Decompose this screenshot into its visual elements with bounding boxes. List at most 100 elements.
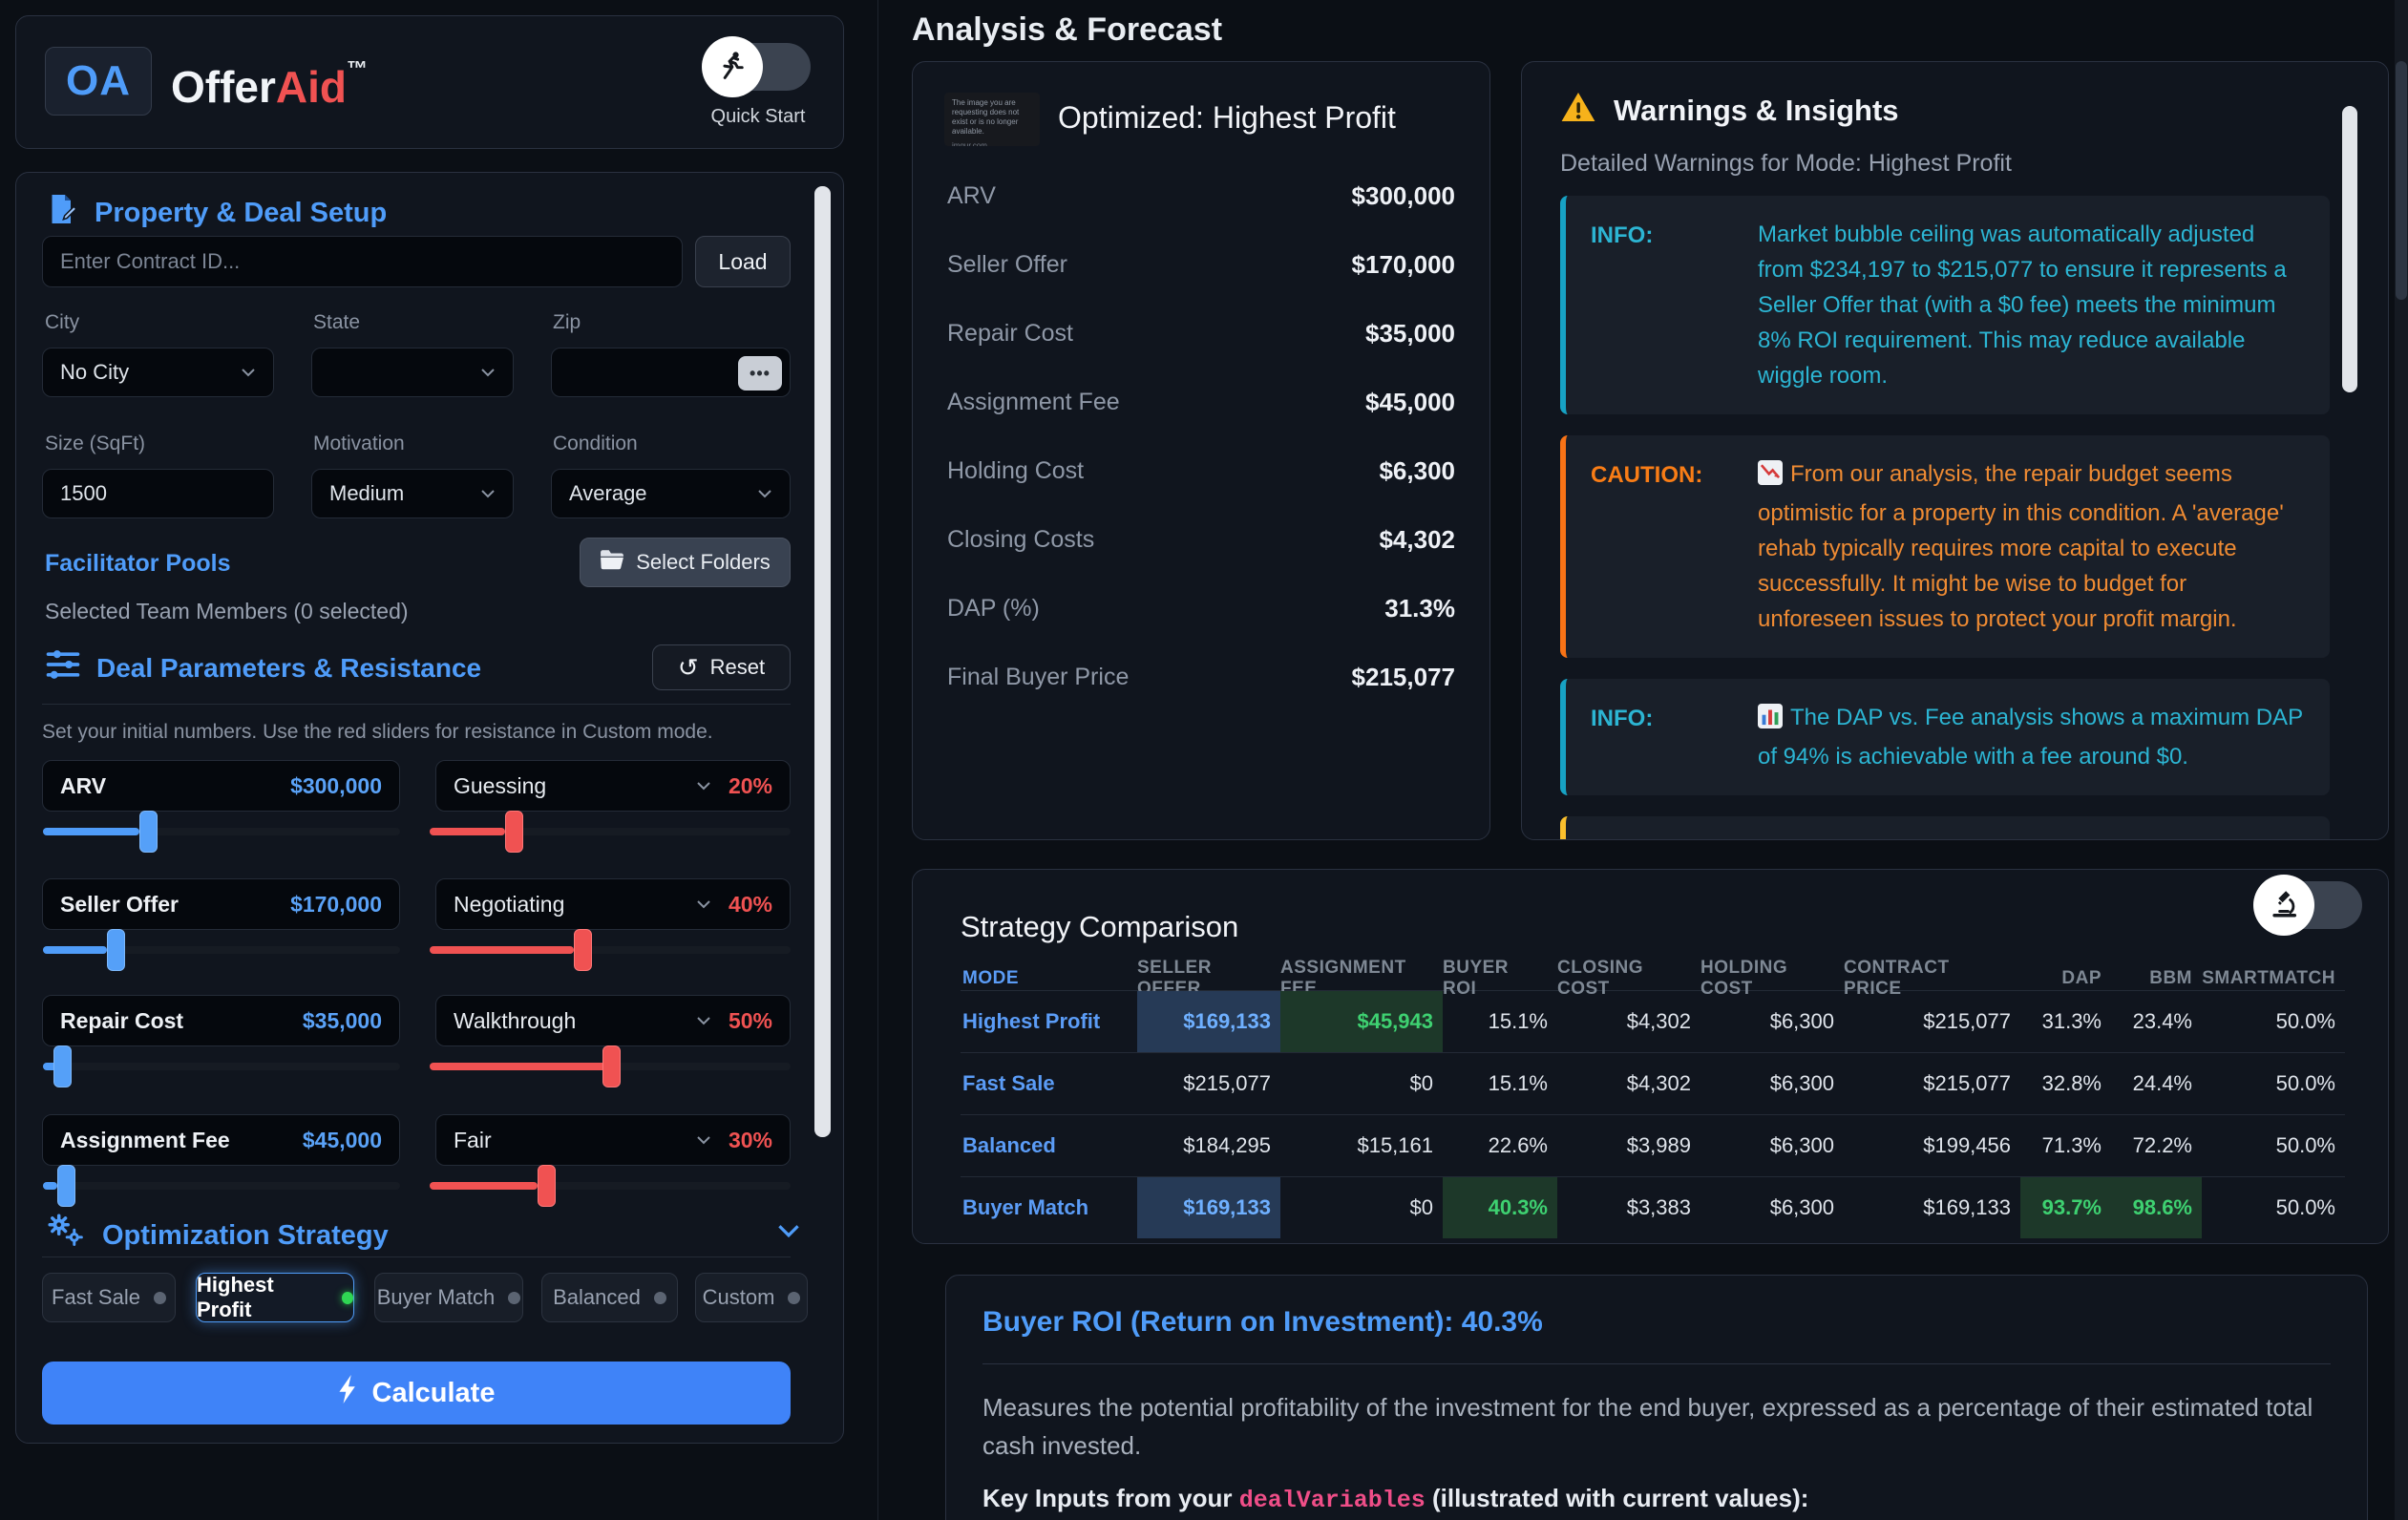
condition-select[interactable]: Average [551, 469, 791, 518]
deal-setup-card: Property & Deal Setup Load City State Zi… [15, 172, 844, 1444]
column-divider [877, 0, 878, 1520]
contract-price-cell: $169,133 [1923, 1195, 2011, 1219]
arv-field[interactable]: ARV $300,000 [42, 760, 400, 812]
seller-offer-field[interactable]: Seller Offer $170,000 [42, 878, 400, 930]
cell-value: $169,133 [1183, 1009, 1271, 1033]
parameters-caption: Set your initial numbers. Use the red sl… [42, 721, 713, 743]
warnings-subheading: Detailed Warnings for Mode: Highest Prof… [1560, 150, 2012, 177]
repair-cost-field[interactable]: Repair Cost $35,000 [42, 995, 400, 1046]
table-header-row: MODE SELLER OFFER ASSIGNMENT FEE BUYER R… [961, 958, 2345, 999]
assignment-fee-cell: $0 [1409, 1195, 1433, 1219]
quick-start-label: Quick Start [710, 106, 806, 127]
cell-value: 40.3% [1488, 1195, 1548, 1219]
page-scrollbar-thumb[interactable] [2396, 61, 2407, 300]
dap-cell: 71.3% [2041, 1133, 2102, 1157]
strategy-highest-profit-button[interactable]: Highest Profit [196, 1273, 354, 1322]
state-label: State [313, 311, 361, 333]
bolt-icon [338, 1375, 359, 1411]
optimized-result-panel: The image you are requesting does not ex… [912, 61, 1490, 840]
app-header-card: OA OfferAid™ Quick Start [15, 15, 844, 149]
repair-cost-resistance-select[interactable]: Walkthrough 50% [435, 995, 791, 1046]
strategy-buyer-match-button[interactable]: Buyer Match [374, 1273, 523, 1322]
page-scrollbar-track[interactable] [2395, 0, 2408, 1520]
repair-cost-slider[interactable] [43, 1045, 400, 1087]
mode-link[interactable]: Balanced [962, 1133, 1056, 1157]
comparison-toggle-knob[interactable] [2253, 875, 2314, 936]
gears-icon [45, 1214, 87, 1257]
city-select[interactable]: No City [42, 348, 274, 397]
cell-value: 98.6% [2132, 1195, 2192, 1219]
app-logo-text: OA [66, 57, 131, 104]
assignment-fee-resistance-slider[interactable] [430, 1165, 791, 1207]
row-value: $4,302 [1379, 524, 1455, 554]
size-input[interactable] [42, 469, 274, 518]
chevron-down-icon [696, 781, 711, 791]
sidebar-scrollbar[interactable] [814, 186, 831, 1137]
broken-thumbnail-image: The image you are requesting does not ex… [944, 93, 1040, 146]
card-text: From our analysis, the repair budget see… [1758, 456, 2305, 637]
seller-offer-resistance-select[interactable]: Negotiating 40% [435, 878, 791, 930]
assignment-fee-resistance-pct: 30% [728, 1127, 772, 1152]
result-row: Assignment Fee $45,000 [947, 368, 1455, 436]
strategy-fast-sale-button[interactable]: Fast Sale [42, 1273, 176, 1322]
seller-offer-resistance-pct: 40% [728, 891, 772, 917]
quick-start-knob[interactable] [702, 36, 763, 97]
contract-id-input[interactable] [42, 236, 683, 287]
card-text-content: From our analysis, the repair budget see… [1758, 461, 2284, 632]
reset-button[interactable]: ↺ Reset [652, 644, 791, 690]
row-label: Repair Cost [947, 319, 1073, 347]
assignment-fee-value: $45,000 [302, 1127, 382, 1152]
col-smartmatch: SMARTMATCH [2202, 968, 2335, 988]
divider [982, 1363, 2331, 1364]
divider [42, 704, 791, 705]
seller-offer-resistance-slider[interactable] [430, 929, 791, 971]
dap-cell: 31.3% [2041, 1009, 2102, 1033]
condition-value: Average [569, 481, 647, 505]
cell-value: 93.7% [2041, 1195, 2102, 1219]
seller-offer-cell: $169,133 [1137, 991, 1280, 1052]
assignment-fee-field[interactable]: Assignment Fee $45,000 [42, 1114, 400, 1166]
arv-resistance-select[interactable]: Guessing 20% [435, 760, 791, 812]
city-value: No City [60, 360, 130, 384]
property-setup-title: Property & Deal Setup [95, 197, 388, 228]
select-folders-button[interactable]: Select Folders [580, 538, 791, 587]
assignment-fee-slider[interactable] [43, 1165, 400, 1207]
comparison-view-toggle[interactable] [2253, 875, 2362, 936]
strategy-custom-button[interactable]: Custom [695, 1273, 808, 1322]
motivation-select[interactable]: Medium [311, 469, 514, 518]
app-title: OfferAid™ [171, 56, 368, 113]
arv-resistance-slider[interactable] [430, 811, 791, 853]
calculate-button[interactable]: Calculate [42, 1362, 791, 1425]
assignment-fee-resistance-select[interactable]: Fair 30% [435, 1114, 791, 1166]
warnings-scrollbar[interactable] [2342, 106, 2357, 392]
repair-cost-resistance-slider[interactable] [430, 1045, 791, 1087]
custom-label: Custom [702, 1285, 775, 1309]
row-value: $45,000 [1365, 387, 1455, 416]
quick-start-toggle[interactable] [702, 36, 811, 97]
mode-link[interactable]: Buyer Match [962, 1195, 1089, 1219]
smartmatch-cell: 50.0% [2275, 1195, 2335, 1219]
load-button[interactable]: Load [695, 236, 791, 287]
table-row-highest-profit: Highest Profit $169,133 $45,943 15.1% $4… [961, 990, 2345, 1052]
clipped-warning-wrapper: WARNING: Your current fee of $45,943 res… [1560, 816, 2330, 839]
result-row: Closing Costs $4,302 [947, 505, 1455, 574]
arv-slider[interactable] [43, 811, 400, 853]
condition-label: Condition [553, 433, 638, 454]
chevron-down-icon [696, 1135, 711, 1145]
reset-icon: ↺ [677, 652, 699, 682]
strategy-balanced-button[interactable]: Balanced [541, 1273, 678, 1322]
repair-cost-value: $35,000 [302, 1007, 382, 1033]
optimization-strategy-title: Optimization Strategy [102, 1219, 389, 1251]
autofill-ellipsis-icon[interactable]: ••• [738, 356, 782, 391]
mode-link[interactable]: Fast Sale [962, 1071, 1055, 1095]
collapse-chevron-icon[interactable] [776, 1223, 801, 1238]
col-contract-price: CONTRACT PRICE [1844, 958, 1950, 999]
mode-link[interactable]: Highest Profit [962, 1009, 1101, 1033]
zip-input[interactable]: ••• [551, 348, 791, 397]
state-select[interactable] [311, 348, 514, 397]
seller-offer-slider[interactable] [43, 929, 400, 971]
repair-cost-resistance-pct: 50% [728, 1007, 772, 1033]
arv-value: $300,000 [290, 772, 382, 798]
card-text: Your current fee of $45,943 results in a… [1758, 837, 2305, 839]
status-dot [653, 1291, 666, 1304]
